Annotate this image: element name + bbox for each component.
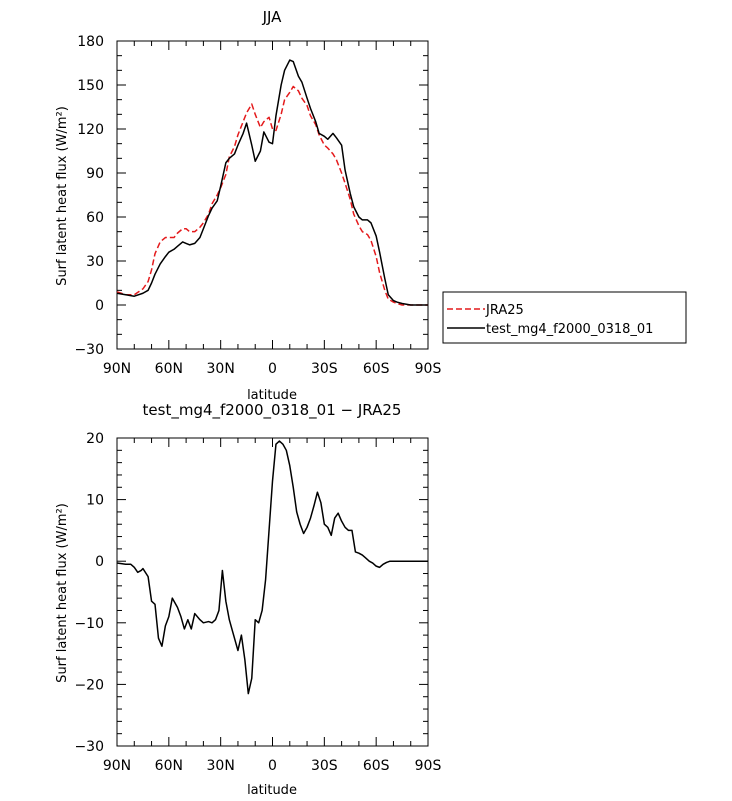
top-x-tick-label: 90N — [103, 361, 131, 377]
top-y-tick-label: −30 — [74, 342, 104, 358]
top-y-tick-label: 90 — [86, 166, 104, 182]
bottom-x-tick-label: 30N — [207, 758, 235, 774]
bottom-y-tick-label: −30 — [74, 739, 104, 755]
top-series-line-test-mg4-f2000-0318-01 — [116, 59, 428, 306]
bottom-chart-title: test_mg4_f2000_0318_01 − JRA25 — [143, 401, 402, 420]
top-x-tick-label: 30S — [311, 361, 338, 377]
bottom-x-tick-label: 30S — [311, 758, 338, 774]
top-y-tick-label: 60 — [86, 210, 104, 226]
bottom-x-tick-label: 90N — [103, 758, 131, 774]
bottom-x-tick-label: 90S — [415, 758, 442, 774]
bottom-x-tick-label: 60N — [155, 758, 183, 774]
bottom-y-tick-label: −10 — [74, 616, 104, 632]
legend-box — [442, 291, 687, 344]
bottom-x-tick-label: 0 — [268, 758, 277, 774]
bottom-chart-x-axis-label: latitude — [247, 783, 297, 798]
bottom-y-tick-label: 0 — [95, 554, 104, 570]
top-x-tick-label: 60N — [155, 361, 183, 377]
top-chart-title: JJA — [262, 8, 283, 26]
legend-label-jra25: JRA25 — [485, 303, 524, 318]
top-x-tick-label: 30N — [207, 361, 235, 377]
top-x-tick-label: 90S — [415, 361, 442, 377]
bottom-y-tick-label: −20 — [74, 677, 104, 693]
top-x-tick-label: 0 — [268, 361, 277, 377]
bottom-chart-y-axis-label: Surf latent heat flux (W/m²) — [55, 503, 70, 683]
top-y-tick-label: 30 — [86, 254, 104, 270]
top-y-tick-label: 180 — [77, 34, 104, 50]
bottom-x-tick-label: 60S — [363, 758, 390, 774]
bottom-series-line-difference — [116, 440, 428, 695]
top-plot-frame — [116, 40, 429, 350]
legend-label-test: test_mg4_f2000_0318_01 — [486, 322, 653, 337]
top-x-tick-label: 60S — [363, 361, 390, 377]
top-y-tick-label: 150 — [77, 78, 104, 94]
top-y-tick-label: 120 — [77, 122, 104, 138]
bottom-y-tick-label: 20 — [86, 431, 104, 447]
bottom-y-tick-label: 10 — [86, 493, 104, 509]
top-y-tick-label: 0 — [95, 298, 104, 314]
top-series-line-jra25 — [116, 85, 428, 306]
top-chart-y-axis-label: Surf latent heat flux (W/m²) — [55, 106, 70, 286]
top-chart-x-axis-label: latitude — [247, 388, 297, 403]
